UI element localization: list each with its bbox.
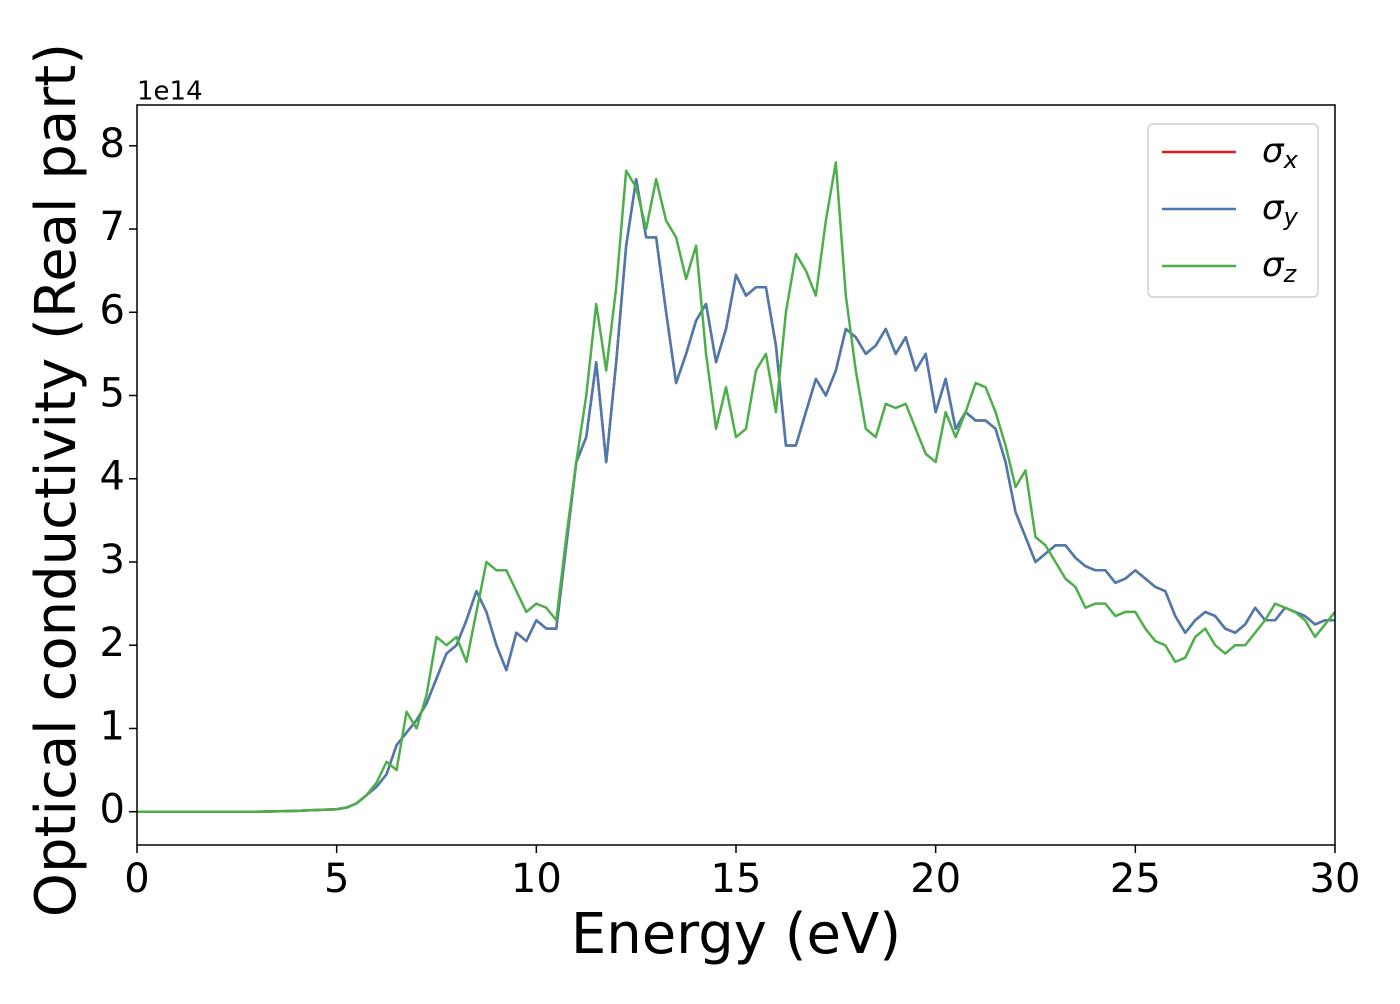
legend-box [1147,123,1319,298]
y-tick-label: 6 [100,287,125,333]
y-offset-label: 1e14 [137,77,203,107]
series-line [137,177,1335,813]
x-tick-label: 20 [910,856,961,902]
legend-label: σz [1262,245,1298,289]
plot-frame [136,104,1336,846]
y-tick-label: 0 [100,787,125,833]
x-axis-label: Energy (eV) [571,902,901,967]
x-tick-label: 5 [324,856,349,902]
series-line [137,161,1335,813]
y-tick-label: 2 [100,620,125,666]
y-tick-label: 5 [100,371,125,417]
y-tick-label: 3 [100,537,125,583]
x-tick-label: 25 [1110,856,1161,902]
y-tick-label: 1 [100,703,125,749]
x-tick-label: 15 [711,856,762,902]
y-tick-label: 4 [100,454,125,500]
y-axis-label: Optical conductivity (Real part) [24,43,89,917]
x-tick-label: 30 [1310,856,1361,902]
y-tick-label: 7 [100,204,125,250]
x-tick-label: 0 [124,856,149,902]
legend-label: σx [1262,131,1299,175]
legend-label: σy [1262,188,1299,232]
x-tick-label: 10 [511,856,562,902]
y-tick-label: 8 [100,121,125,167]
